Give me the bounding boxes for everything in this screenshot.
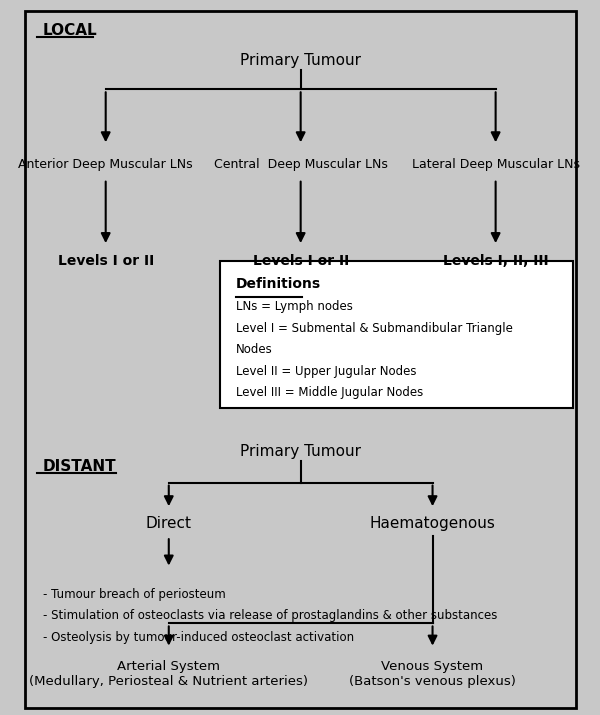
Text: DISTANT: DISTANT (43, 459, 116, 473)
Text: Level III = Middle Jugular Nodes: Level III = Middle Jugular Nodes (236, 386, 423, 399)
Text: LOCAL: LOCAL (43, 23, 97, 37)
Text: Level II = Upper Jugular Nodes: Level II = Upper Jugular Nodes (236, 365, 416, 378)
Text: Primary Tumour: Primary Tumour (240, 445, 361, 459)
Text: Haematogenous: Haematogenous (370, 516, 496, 531)
Text: Levels I or II: Levels I or II (58, 254, 154, 268)
Text: Primary Tumour: Primary Tumour (240, 54, 361, 68)
Text: Lateral Deep Muscular LNs: Lateral Deep Muscular LNs (412, 158, 580, 171)
Text: Arterial System
(Medullary, Periosteal & Nutrient arteries): Arterial System (Medullary, Periosteal &… (29, 660, 308, 689)
Text: - Osteolysis by tumour-induced osteoclast activation: - Osteolysis by tumour-induced osteoclas… (43, 631, 354, 644)
Text: - Stimulation of osteoclasts via release of prostaglandins & other substances: - Stimulation of osteoclasts via release… (43, 609, 497, 622)
Text: Level I = Submental & Submandibular Triangle: Level I = Submental & Submandibular Tria… (236, 322, 513, 335)
Text: LNs = Lymph nodes: LNs = Lymph nodes (236, 300, 353, 313)
Text: - Tumour breach of periosteum: - Tumour breach of periosteum (43, 588, 226, 601)
FancyBboxPatch shape (220, 261, 573, 408)
Text: Levels I or II: Levels I or II (253, 254, 349, 268)
Text: Venous System
(Batson's venous plexus): Venous System (Batson's venous plexus) (349, 660, 516, 689)
Text: Anterior Deep Muscular LNs: Anterior Deep Muscular LNs (19, 158, 193, 171)
Text: Levels I, II, III: Levels I, II, III (443, 254, 548, 268)
Text: Nodes: Nodes (236, 343, 272, 356)
Text: Direct: Direct (146, 516, 192, 531)
Text: Central  Deep Muscular LNs: Central Deep Muscular LNs (214, 158, 388, 171)
Text: Definitions: Definitions (236, 277, 321, 292)
